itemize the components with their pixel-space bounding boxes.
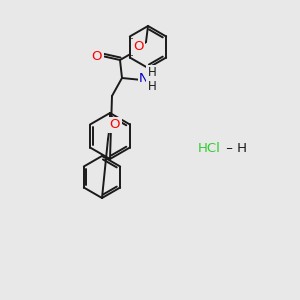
- Text: O: O: [110, 118, 120, 131]
- Text: O: O: [133, 40, 143, 53]
- Text: HCl: HCl: [198, 142, 221, 154]
- Text: O: O: [92, 50, 102, 62]
- Text: – H: – H: [222, 142, 247, 154]
- Text: N: N: [139, 73, 149, 85]
- Text: H: H: [148, 67, 156, 80]
- Text: H: H: [148, 80, 156, 94]
